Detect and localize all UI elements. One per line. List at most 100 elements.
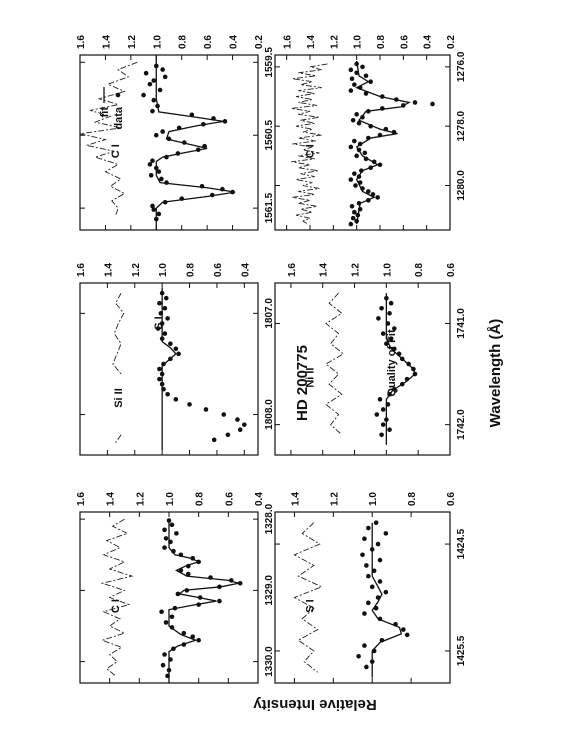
data-point (221, 412, 226, 417)
data-point (366, 189, 371, 194)
data-point (164, 536, 169, 541)
data-point (167, 518, 172, 523)
data-point (375, 195, 380, 200)
data-point (352, 82, 357, 87)
quality-of-fit-label: Quality of Fit (386, 329, 398, 397)
data-point (364, 91, 369, 96)
data-point (158, 311, 163, 316)
wavelength-tick-label: 1329.0 (264, 575, 275, 606)
intensity-tick-label: 0.4 (229, 35, 240, 49)
data-point (349, 145, 354, 150)
panel-c1-1278: 0.20.40.60.81.01.21.41.61276.01278.01280… (275, 35, 467, 230)
data-point (360, 65, 365, 70)
data-point (174, 397, 179, 402)
data-point (356, 213, 361, 218)
data-point (144, 71, 149, 76)
data-point (380, 106, 385, 111)
panel-c1-1329: 0.40.60.81.01.21.41.61328.01329.01330.0C… (76, 492, 275, 683)
intensity-tick-label: 0.6 (399, 35, 410, 49)
data-point (362, 643, 367, 648)
data-point (378, 617, 383, 622)
data-point (161, 362, 166, 367)
data-point (364, 73, 369, 78)
data-point (177, 126, 182, 131)
species-label: C I (305, 144, 317, 158)
data-point (380, 94, 385, 99)
data-point (173, 606, 178, 611)
data-point (157, 377, 162, 382)
intensity-tick-label: 0.2 (446, 35, 457, 49)
data-point (196, 147, 201, 152)
fit-line (357, 61, 410, 224)
data-point (157, 301, 162, 306)
data-point (148, 82, 153, 87)
data-point (430, 102, 435, 107)
data-point (366, 136, 371, 141)
intensity-tick-label: 0.8 (376, 35, 387, 49)
fit-line (372, 523, 401, 678)
data-point (368, 79, 373, 84)
data-point (381, 331, 386, 336)
intensity-tick-label: 0.2 (254, 35, 265, 49)
data-point (400, 357, 405, 362)
data-point (164, 180, 169, 185)
wavelength-tick-label: 1424.5 (456, 528, 467, 559)
data-point (349, 177, 354, 182)
intensity-tick-label: 1.6 (76, 35, 87, 49)
intensity-tick-label: 0.6 (224, 492, 235, 506)
data-point (162, 545, 167, 550)
intensity-tick-label: 1.0 (382, 263, 393, 277)
wavelength-tick-label: 1560.5 (264, 119, 275, 150)
fit-line (162, 288, 176, 450)
data-point (387, 427, 392, 432)
data-point (161, 387, 166, 392)
data-point (164, 296, 169, 301)
data-point (170, 614, 175, 619)
data-point (186, 572, 191, 577)
intensity-tick-label: 1.4 (103, 263, 114, 277)
intensity-tick-label: 0.6 (446, 492, 457, 506)
data-point (370, 547, 375, 552)
data-point (148, 162, 153, 167)
data-point (201, 122, 206, 127)
data-point (364, 665, 369, 670)
data-point (157, 169, 162, 174)
data-point (360, 115, 365, 120)
intensity-tick-label: 1.0 (158, 263, 169, 277)
wavelength-tick-label: 1280.0 (456, 170, 467, 201)
data-point (238, 427, 243, 432)
data-point (182, 631, 187, 636)
data-point (378, 579, 383, 584)
data-point (155, 104, 160, 109)
data-point (164, 155, 169, 160)
data-point (182, 642, 187, 647)
data-point (154, 217, 159, 222)
data-point (354, 112, 359, 117)
data-point (217, 599, 222, 604)
data-point (349, 222, 354, 227)
y-axis-title: Relative Intensity (253, 696, 377, 713)
wavelength-tick-label: 1808.0 (264, 399, 275, 430)
data-point (350, 76, 355, 81)
data-point (375, 412, 380, 417)
data-point (165, 674, 170, 679)
data-point (349, 68, 354, 73)
panel-frame (80, 283, 258, 455)
data-point (374, 520, 379, 525)
data-point (381, 407, 386, 412)
intensity-tick-label: 1.2 (329, 492, 340, 506)
data-point (368, 165, 373, 170)
intensity-tick-label: 0.8 (186, 263, 197, 277)
wavelength-tick-label: 1278.0 (456, 110, 467, 141)
data-point (162, 528, 167, 533)
intensity-tick-label: 1.0 (353, 35, 364, 49)
wavelength-tick-label: 1559.5 (264, 47, 275, 78)
data-point (387, 311, 392, 316)
data-point (168, 657, 173, 662)
wavelength-tick-label: 1807.0 (264, 298, 275, 329)
data-point (226, 432, 231, 437)
data-point (161, 663, 166, 668)
data-point (372, 159, 377, 164)
data-point (372, 649, 377, 654)
